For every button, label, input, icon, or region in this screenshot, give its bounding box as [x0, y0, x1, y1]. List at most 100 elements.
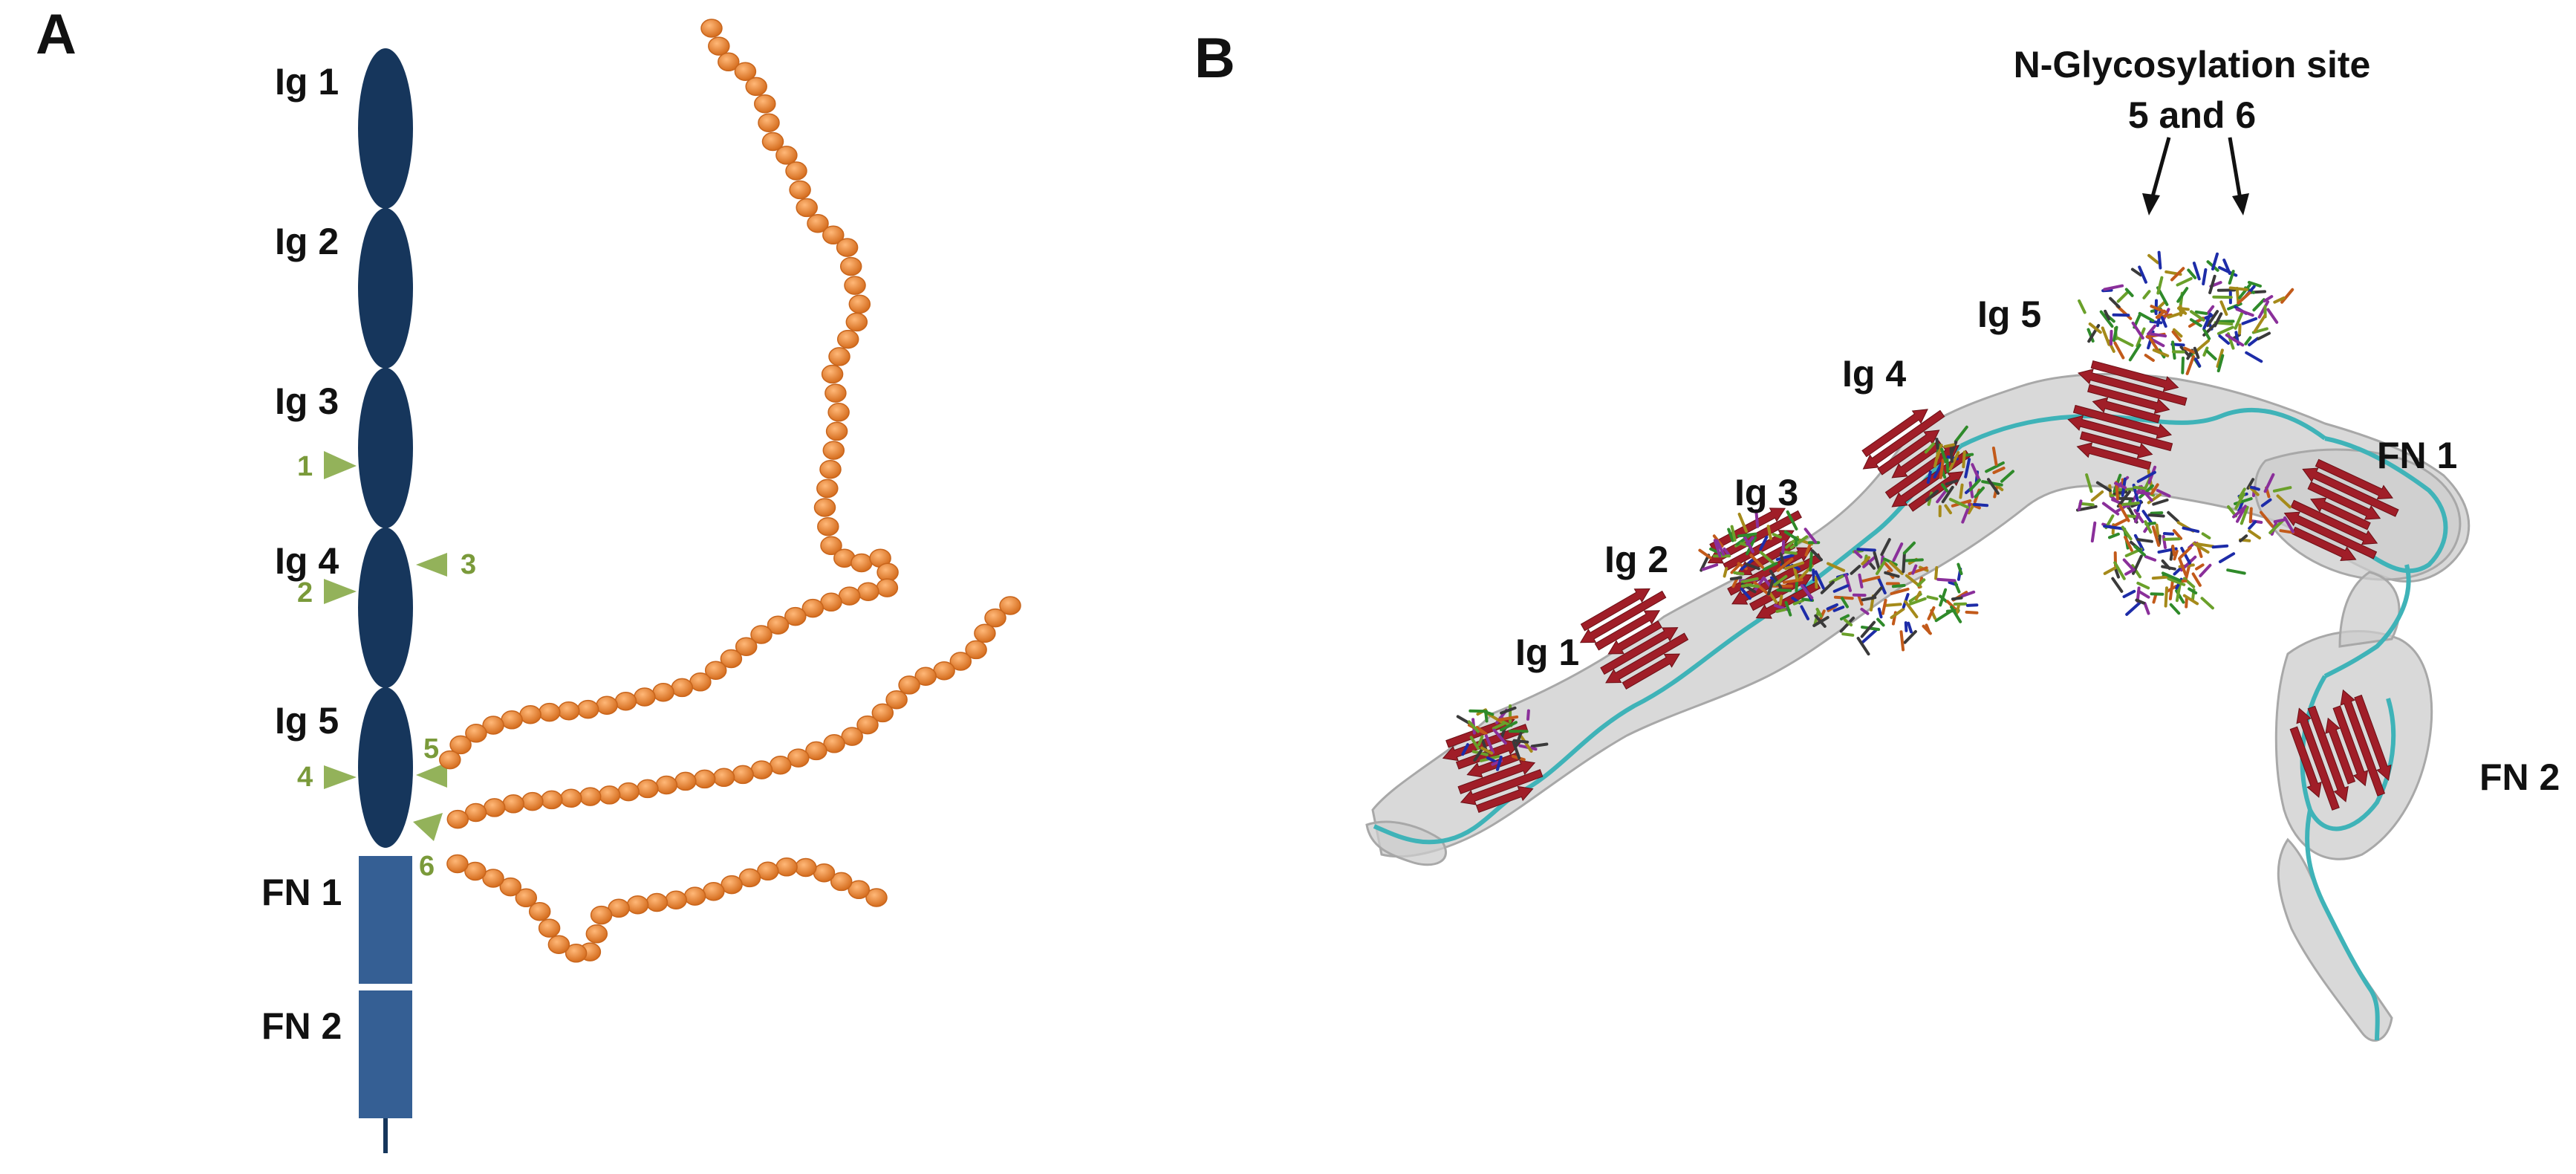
glycan-bead [547, 935, 570, 954]
glycan-stick [1530, 742, 1549, 748]
glycan-stick [2108, 532, 2120, 539]
glycan-stick [1792, 599, 1804, 606]
glycan-stick [2228, 270, 2235, 285]
ig3-domain [358, 368, 413, 528]
glycan-stick [2114, 568, 2120, 579]
glycan-stick [2136, 499, 2142, 513]
arrow-site5-head [2142, 193, 2160, 215]
glycan-stick [2147, 334, 2160, 353]
glycan-stick [2176, 287, 2189, 303]
glycan-stick [1916, 578, 1926, 587]
glycan-bead [541, 790, 563, 810]
beta-strand [2087, 383, 2170, 415]
glycan-stick [1880, 538, 1891, 557]
glycan-stick [1784, 600, 1792, 617]
glyco-marker-1 [324, 451, 357, 479]
glycan-sticks-ig1 [1456, 704, 1549, 771]
glycan-stick [2152, 348, 2170, 357]
glycan-stick [1936, 577, 1957, 583]
glycan-stick [2144, 354, 2155, 362]
beta-strand [2340, 689, 2386, 797]
glycan-bead [465, 724, 487, 743]
glycan-stick [2147, 324, 2157, 336]
glycan-stick [2228, 286, 2248, 291]
glycan-stick [1902, 541, 1916, 555]
glycan-sticks-ig4 [1924, 425, 2014, 524]
beta-sheet-fn2 [2289, 689, 2392, 811]
glycan-bead [439, 750, 461, 770]
glycan-stick [1814, 570, 1825, 590]
glycan-chain-3 [446, 854, 888, 963]
glycan-stick [2279, 529, 2295, 534]
glycan-stick [2234, 492, 2245, 510]
glycan-stick [1889, 561, 1904, 575]
glycan-stick [2135, 598, 2145, 605]
glycan-stick [2122, 558, 2134, 571]
glycan-sticks-fn1 [2227, 473, 2295, 542]
glycan-stick [1483, 710, 1494, 716]
ig4-domain [358, 528, 413, 688]
glycan-bead [795, 857, 817, 878]
coil-tail [2305, 809, 2380, 1041]
glycan-stick [1939, 458, 1945, 479]
glycan-bead [822, 225, 845, 245]
site-label-1: 1 [297, 451, 313, 482]
panel-b: B N-Glycosylation site 5 and 6 [1194, 27, 2560, 1042]
glycan-bead [850, 553, 873, 573]
glycan-stick [2235, 287, 2240, 305]
glycan-stick [2103, 525, 2124, 531]
glycan-bead [801, 598, 824, 618]
glycan-stick [1844, 618, 1853, 627]
glycan-stick [2112, 313, 2130, 317]
glycan-stick [1841, 597, 1849, 609]
glycan-stick [1775, 608, 1786, 613]
glycan-stick [1924, 442, 1935, 454]
glycan-stick [1804, 544, 1812, 557]
glycan-bead [560, 788, 582, 808]
glycan-bead [519, 704, 541, 724]
glycan-stick [2246, 478, 2255, 490]
glycan-bead [848, 294, 871, 314]
glycan-stick [1876, 617, 1885, 627]
beta-sheet-ig2 [1579, 588, 1689, 690]
glycan-bead [617, 782, 640, 802]
coil-n-term [1373, 793, 1517, 845]
glycan-stick [1899, 630, 1905, 652]
glycan-stick [1840, 614, 1850, 620]
glycan-stick [1955, 604, 1960, 615]
glycan-bead [735, 637, 758, 656]
arrow-site6 [2228, 137, 2242, 200]
glycan-stick [2260, 498, 2272, 507]
glycan-stick [1783, 530, 1799, 542]
glycan-stick [2152, 592, 2158, 604]
glycan-bead [738, 868, 761, 888]
glycan-stick [2151, 575, 2168, 580]
glycan-stick [1786, 510, 1798, 531]
annotation-arrows [2142, 137, 2249, 215]
glycan-sticks-ig3-4 [1769, 538, 1979, 656]
glycan-bead [820, 592, 842, 612]
glycan-stick [2263, 295, 2274, 303]
glycan-stick [1814, 576, 1818, 589]
glycan-stick [1800, 584, 1814, 600]
glycan-stick [1951, 596, 1963, 601]
glycan-stick [1881, 598, 1887, 615]
glycan-bead [576, 699, 599, 719]
glyco-marker-6 [413, 813, 443, 841]
glycan-chain-2 [446, 596, 1021, 829]
glycan-bead [700, 19, 723, 38]
glycan-stick [2219, 300, 2228, 316]
glycan-stick [2136, 490, 2150, 496]
glycan-stick [2211, 252, 2219, 270]
glycan-bead [836, 329, 859, 349]
glycan-stick [1753, 581, 1771, 597]
glycan-bead [626, 895, 649, 915]
glycan-bead [841, 727, 863, 746]
glycan-stick [2273, 296, 2286, 304]
panel-a-label-ig1: Ig 1 [275, 61, 339, 103]
glycan-bead [856, 715, 879, 735]
glycan-stick [2244, 336, 2252, 346]
glycan-stick [1902, 551, 1906, 574]
glycan-stick [2141, 510, 2153, 524]
glycan-stick [2200, 597, 2214, 610]
